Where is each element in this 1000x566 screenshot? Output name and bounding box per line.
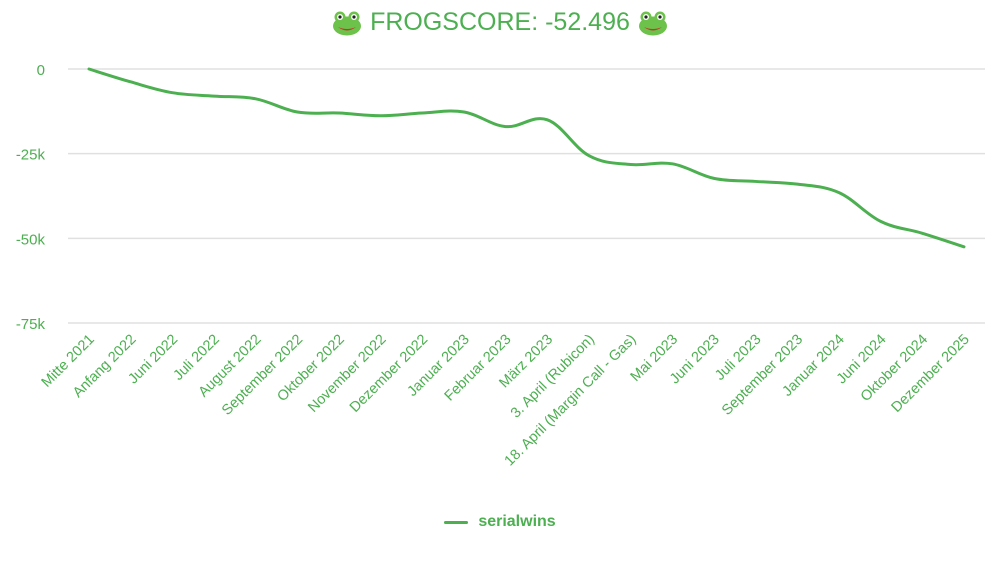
y-tick-label: -75k — [16, 316, 46, 333]
frog-face-icon — [638, 11, 667, 35]
legend[interactable]: serialwins — [0, 513, 1000, 531]
legend-swatch — [444, 520, 469, 524]
y-tick-label: -25k — [16, 147, 46, 164]
chart-title-text: FROGSCORE: -52.496 — [370, 8, 630, 36]
frog-face-icon — [333, 11, 362, 35]
y-tick-label: -50k — [16, 231, 46, 248]
y-axis: 0 -25k -50k -75k — [16, 62, 46, 333]
legend-label: serialwins — [478, 513, 556, 530]
x-tick-label: Dezember 2025 — [889, 332, 973, 416]
series-line-serialwins — [87, 67, 966, 249]
grid-lines — [68, 68, 985, 324]
y-tick-label: 0 — [37, 62, 45, 79]
chart-title: FROGSCORE: -52.496 — [0, 8, 1000, 37]
